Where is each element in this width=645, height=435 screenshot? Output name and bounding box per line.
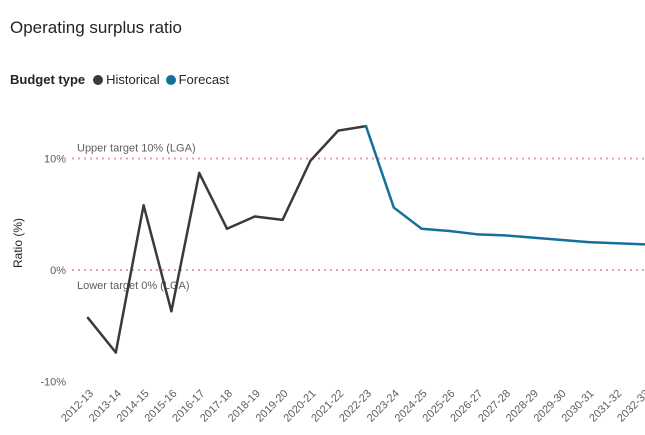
legend-title: Budget type — [10, 72, 86, 87]
data-point-forecast — [642, 243, 645, 246]
series-line-historical — [86, 124, 368, 354]
data-point-historical — [253, 215, 256, 218]
legend-label-historical: Historical — [106, 72, 160, 87]
legend-marker-forecast — [165, 74, 176, 85]
data-point-historical — [309, 159, 312, 162]
y-tick-label: 0% — [50, 265, 66, 277]
data-point-historical — [170, 310, 173, 313]
y-tick-label: -10% — [40, 377, 66, 389]
data-point-historical — [337, 129, 340, 132]
data-point-forecast — [392, 206, 395, 209]
data-point-historical — [142, 204, 145, 207]
data-point-historical — [225, 227, 229, 230]
series-line-forecast — [364, 124, 645, 246]
data-point-forecast — [559, 238, 562, 242]
chart-title: Operating surplus ratio — [10, 18, 182, 37]
data-point-historical — [281, 218, 284, 222]
data-point-forecast — [587, 240, 590, 244]
reference-label-lower: Lower target 0% (LGA) — [77, 280, 190, 292]
y-axis-label: Ratio (%) — [11, 218, 25, 268]
data-point-historical — [114, 351, 118, 354]
data-point-forecast — [531, 236, 534, 239]
y-tick-label: 10% — [44, 154, 66, 166]
reference-label-upper: Upper target 10% (LGA) — [77, 143, 196, 155]
data-point-historical — [86, 316, 90, 320]
data-point-forecast — [476, 233, 479, 236]
data-point-forecast — [364, 124, 368, 128]
data-point-forecast — [615, 242, 618, 245]
legend: Budget type Historical Forecast — [10, 72, 235, 87]
legend-label-forecast: Forecast — [178, 72, 230, 87]
data-point-historical — [198, 171, 201, 175]
legend-item-historical[interactable]: Historical — [93, 72, 160, 87]
legend-item-forecast[interactable]: Forecast — [165, 72, 230, 87]
legend-marker-historical — [93, 74, 104, 85]
data-point-forecast — [448, 229, 451, 233]
data-point-forecast — [420, 227, 423, 230]
data-point-forecast — [503, 234, 507, 237]
